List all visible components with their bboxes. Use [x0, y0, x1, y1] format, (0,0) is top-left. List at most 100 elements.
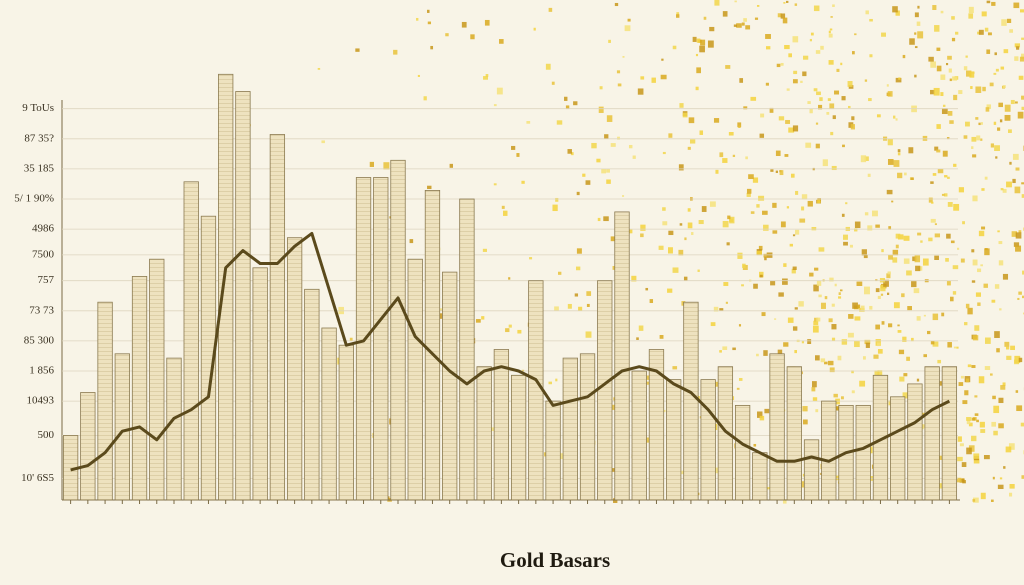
- confetti-dot: [914, 255, 921, 263]
- confetti-dot: [980, 264, 983, 267]
- confetti-dot: [987, 32, 992, 36]
- confetti-dot: [676, 14, 680, 18]
- confetti-dot: [799, 218, 806, 223]
- confetti-dot: [745, 25, 751, 30]
- confetti-dot: [558, 453, 565, 460]
- confetti-dot: [814, 317, 819, 322]
- confetti-dot: [791, 268, 796, 274]
- confetti-dot: [834, 90, 840, 95]
- confetti-dot: [753, 283, 758, 289]
- confetti-dot: [940, 92, 944, 97]
- confetti-dot: [881, 32, 886, 37]
- confetti-dot: [738, 377, 743, 381]
- confetti-dot: [759, 415, 765, 421]
- bar: [803, 439, 820, 501]
- confetti-dot: [864, 79, 868, 82]
- confetti-dot: [604, 134, 609, 139]
- confetti-dot: [1010, 345, 1015, 351]
- confetti-dot: [930, 61, 937, 68]
- confetti-dot: [800, 80, 803, 83]
- confetti-dot: [993, 121, 997, 125]
- confetti-dot: [983, 455, 990, 460]
- confetti-dot: [1021, 295, 1024, 299]
- confetti-dot: [871, 210, 878, 217]
- confetti-dot: [739, 78, 744, 83]
- confetti-dot: [701, 206, 707, 212]
- confetti-dot: [737, 252, 743, 259]
- confetti-dot: [863, 255, 868, 259]
- confetti-dot: [994, 145, 1000, 152]
- confetti-dot: [841, 96, 846, 101]
- confetti-dot: [904, 172, 907, 176]
- confetti-dot: [795, 190, 799, 195]
- confetti-dot: [483, 76, 489, 80]
- confetti-dot: [738, 125, 741, 128]
- confetti-dot: [439, 308, 443, 311]
- confetti-dot: [709, 201, 716, 207]
- confetti-dot: [582, 173, 586, 177]
- confetti-dot: [565, 105, 570, 110]
- confetti-dot: [950, 296, 954, 302]
- confetti-dot: [795, 229, 800, 235]
- confetti-dot: [622, 195, 625, 197]
- confetti-dot: [834, 406, 840, 411]
- bar: [476, 366, 492, 501]
- confetti-dot: [427, 9, 430, 13]
- confetti-dot: [659, 334, 664, 339]
- confetti-dot: [829, 367, 835, 373]
- confetti-dot: [766, 487, 771, 490]
- confetti-dot: [807, 101, 811, 105]
- confetti-dot: [756, 204, 760, 208]
- confetti-dot: [611, 468, 616, 472]
- confetti-dot: [692, 36, 697, 42]
- confetti-dot: [788, 53, 792, 58]
- confetti-dot: [852, 51, 855, 55]
- confetti-dot: [802, 406, 808, 412]
- confetti-dot: [558, 271, 562, 275]
- confetti-dot: [998, 423, 1004, 429]
- confetti-dot: [906, 356, 910, 361]
- confetti-dot: [930, 181, 934, 184]
- confetti-dot: [960, 258, 965, 263]
- confetti-dot: [888, 323, 893, 328]
- confetti-dot: [1006, 18, 1012, 23]
- confetti-dot: [807, 200, 813, 207]
- confetti-dot: [957, 436, 962, 442]
- confetti-dot: [1002, 273, 1009, 280]
- bar: [631, 370, 647, 501]
- confetti-dot: [792, 79, 798, 84]
- confetti-dot: [807, 339, 812, 344]
- confetti-dot: [840, 62, 843, 66]
- confetti-dot: [601, 168, 607, 174]
- confetti-dot: [782, 278, 788, 285]
- confetti-dot: [774, 318, 777, 320]
- confetti-dot: [868, 98, 872, 102]
- confetti-dot: [831, 324, 837, 330]
- confetti-dot: [908, 147, 914, 154]
- bar: [407, 258, 423, 501]
- confetti-dot: [1018, 75, 1024, 80]
- bar: [304, 288, 320, 501]
- confetti-dot: [801, 481, 807, 488]
- confetti-dot: [759, 271, 764, 278]
- confetti-dot: [897, 330, 902, 333]
- confetti-dot: [722, 158, 728, 163]
- confetti-dot: [782, 17, 788, 24]
- confetti-dot: [770, 169, 774, 172]
- bar: [821, 400, 837, 501]
- confetti-dot: [971, 280, 976, 283]
- confetti-dot: [417, 74, 420, 77]
- confetti-dot: [567, 303, 572, 309]
- bar: [734, 404, 751, 501]
- bar: [80, 392, 96, 501]
- confetti-dot: [962, 480, 966, 484]
- confetti-dot: [949, 78, 952, 82]
- confetti-dot: [877, 295, 881, 300]
- confetti-dot: [843, 241, 848, 246]
- confetti-dot: [850, 124, 855, 130]
- confetti-dot: [822, 159, 828, 167]
- confetti-dot: [606, 115, 613, 122]
- confetti-dot: [934, 146, 939, 151]
- confetti-dot: [893, 160, 900, 167]
- confetti-dot: [971, 71, 975, 74]
